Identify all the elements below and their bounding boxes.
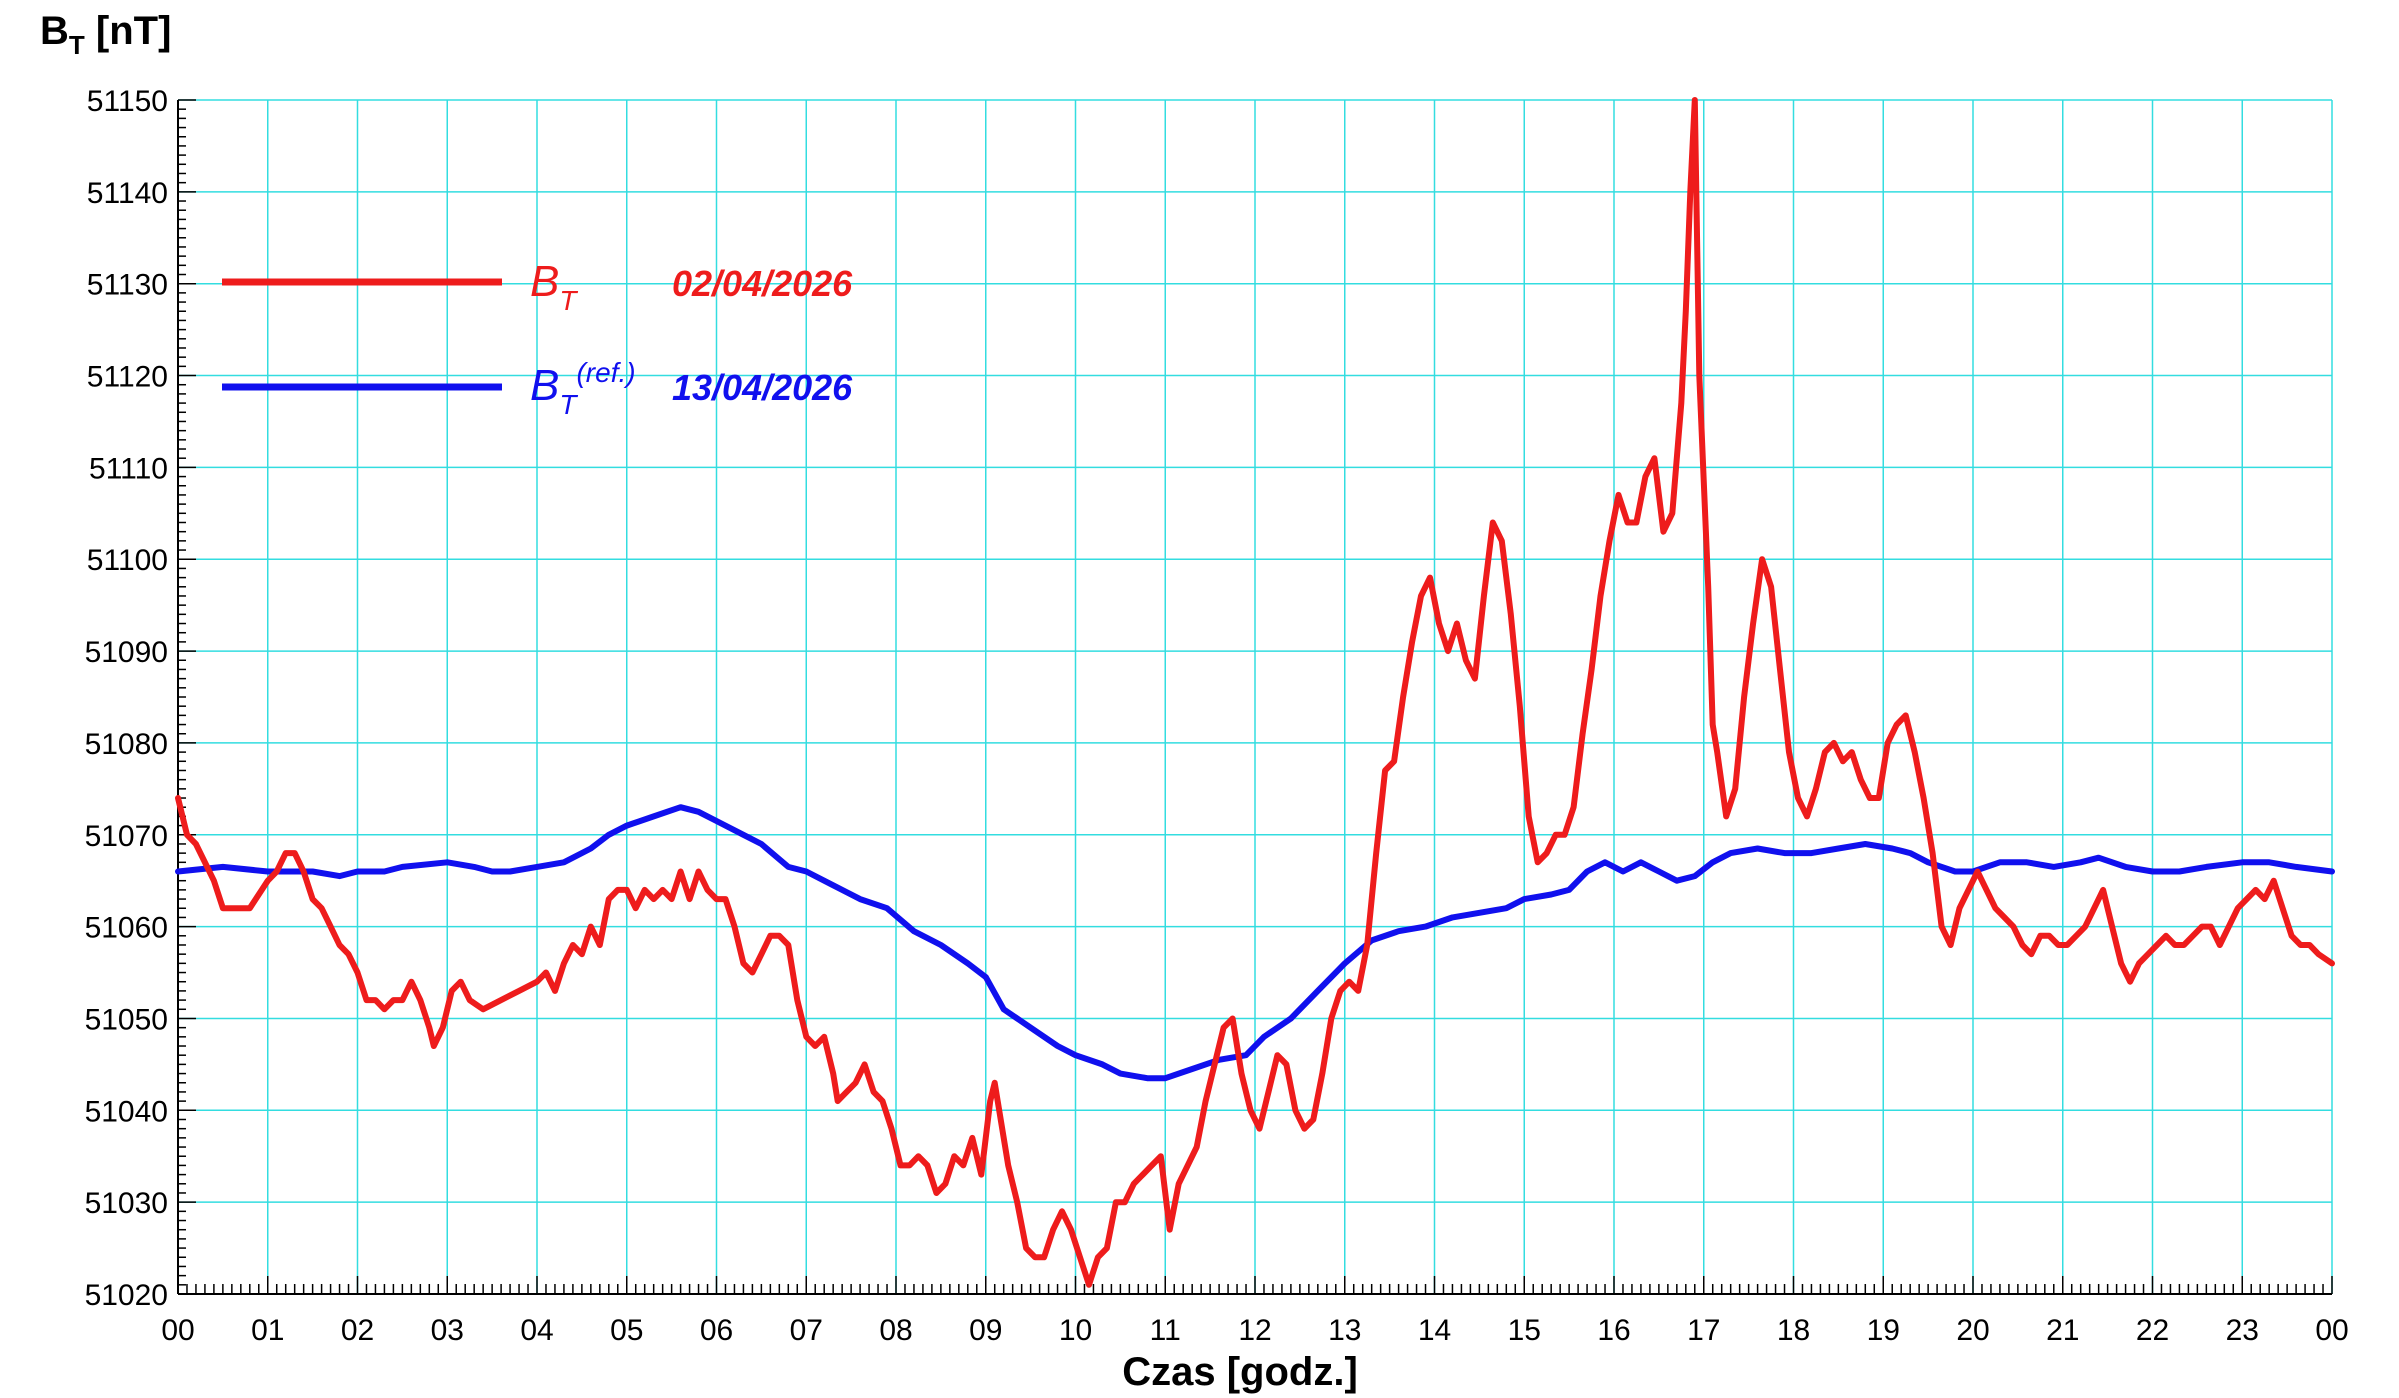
x-tick-label-12: 12 [1238,1314,1271,1347]
axes [177,100,2332,1295]
x-tick-label-20: 20 [1956,1314,1989,1347]
y-tick-labels: 51020 51030 51040 51050 51060 51070 51080 51090… [85,85,168,1312]
y-tick-label-1: 51030 [85,1187,168,1220]
x-tick-label-17: 17 [1687,1314,1720,1347]
axis-minor-ticks [177,99,2333,1295]
x-tick-label-19: 19 [1867,1314,1900,1347]
x-tick-label-1: 01 [251,1314,284,1347]
y-tick-label-0: 51020 [85,1279,168,1312]
x-tick-labels: 00 01 02 03 04 05 06 07 08 09 10 11 12 13 14 15 16 17 18 19… [161,1314,2348,1347]
x-tick-label-22: 22 [2136,1314,2169,1347]
x-tick-label-4: 04 [520,1314,553,1347]
x-axis-title: Czas [godz.] [1122,1350,1358,1394]
x-tick-label-7: 07 [790,1314,823,1347]
x-tick-label-18: 18 [1777,1314,1810,1347]
y-tick-label-6: 51080 [85,728,168,761]
grid-lines [177,99,2333,1295]
y-tick-label-3: 51050 [85,1003,168,1036]
x-tick-label-8: 08 [879,1314,912,1347]
y-tick-label-5: 51070 [85,820,168,853]
legend: BT 02/04/2026 BT(ref.) 13/04/2026 [222,257,853,420]
x-tick-label-10: 10 [1059,1314,1092,1347]
x-tick-label-5: 05 [610,1314,643,1347]
y-tick-label-11: 51130 [87,269,168,302]
legend-label-bt-ref: BT(ref.) [530,357,636,420]
y-tick-label-7: 51090 [85,636,168,669]
x-tick-label-15: 15 [1508,1314,1541,1347]
x-tick-label-16: 16 [1597,1314,1630,1347]
x-tick-label-3: 03 [431,1314,464,1347]
x-tick-label-14: 14 [1418,1314,1451,1347]
series-line-bt-ref [175,804,2335,1082]
x-tick-label-11: 11 [1150,1314,1181,1347]
legend-label-bt: BT [530,257,578,316]
legend-date-bt: 02/04/2026 [672,263,853,304]
y-tick-label-2: 51040 [85,1095,168,1128]
x-tick-label-6: 06 [700,1314,733,1347]
legend-date-bt-ref: 13/04/2026 [672,367,853,408]
x-tick-label-23: 23 [2226,1314,2259,1347]
x-tick-label-21: 21 [2046,1314,2079,1347]
y-tick-label-12: 51140 [87,177,168,210]
y-tick-label-4: 51060 [85,912,168,945]
y-tick-label-9: 51110 [89,452,168,485]
y-tick-label-10: 51120 [87,361,168,394]
x-tick-label-9: 09 [969,1314,1002,1347]
x-tick-label-0: 00 [161,1314,194,1347]
series-line-bt [175,97,2335,1288]
x-tick-label-2: 02 [341,1314,374,1347]
series-layer [175,97,2335,1288]
x-tick-label-24: 00 [2315,1314,2348,1347]
y-tick-label-13: 51150 [87,85,168,118]
y-tick-label-8: 51100 [87,544,168,577]
x-tick-label-13: 13 [1328,1314,1361,1347]
y-axis-title: BT [nT] [40,9,171,60]
